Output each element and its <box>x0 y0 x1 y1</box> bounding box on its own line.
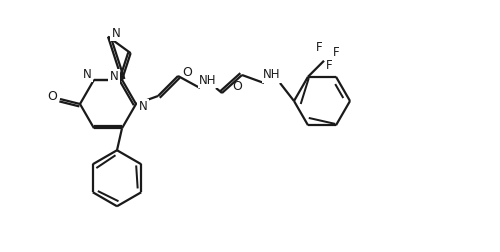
Text: O: O <box>47 90 57 104</box>
Text: O: O <box>232 80 242 93</box>
Text: NH: NH <box>199 74 217 86</box>
Text: F: F <box>316 41 322 54</box>
Text: O: O <box>182 67 192 79</box>
Text: N: N <box>110 70 118 83</box>
Text: N: N <box>138 101 147 113</box>
Text: F: F <box>326 59 332 72</box>
Text: N: N <box>112 27 120 40</box>
Text: F: F <box>332 46 340 59</box>
Text: N: N <box>82 68 92 81</box>
Text: NH: NH <box>263 69 281 81</box>
